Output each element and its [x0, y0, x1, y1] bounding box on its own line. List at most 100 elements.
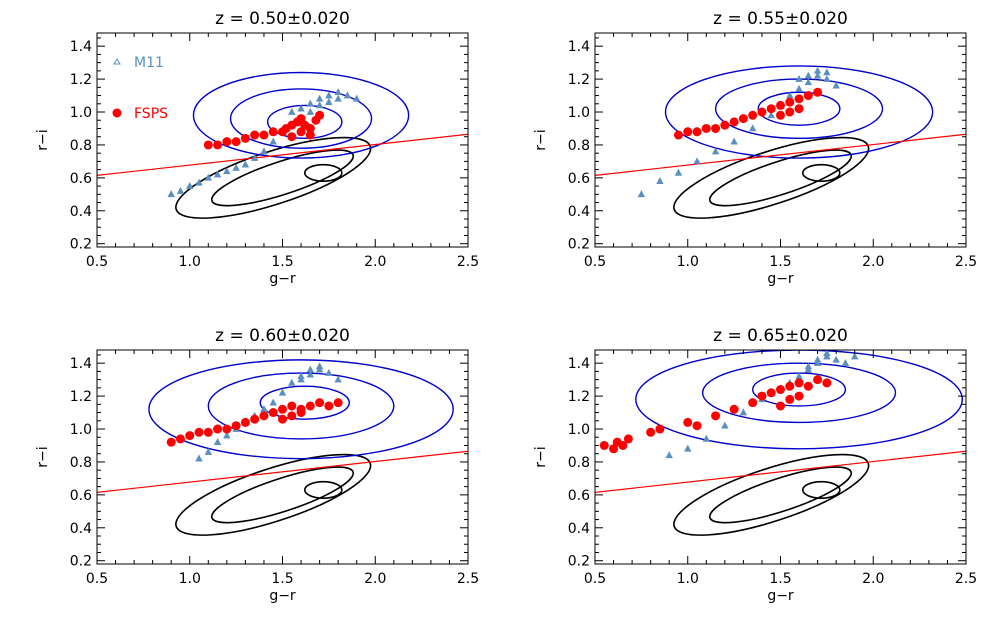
x-tick-label: 2.0 [364, 254, 386, 270]
y-tick-label: 1.2 [568, 72, 590, 88]
m11-point [325, 98, 333, 105]
y-tick-label: 1.0 [568, 105, 590, 121]
y-tick-label: 1.0 [70, 105, 92, 121]
m11-point [315, 94, 324, 102]
fsps-point [231, 421, 241, 431]
m11-point [850, 352, 859, 360]
m11-point [823, 350, 831, 357]
m11-point [823, 74, 831, 82]
contour-blue-3 [266, 104, 343, 140]
x-tick-label: 1.5 [271, 571, 293, 587]
fsps-point [785, 381, 795, 391]
x-axis-label: g−r [767, 271, 794, 287]
contour-blue-2 [701, 362, 897, 424]
fsps-point [203, 140, 213, 150]
m11-point [278, 388, 287, 396]
x-tick-label: 1.0 [179, 254, 201, 270]
legend: M11 FSPS [112, 55, 168, 122]
fsps-point [222, 424, 232, 434]
x-tick-label: 2.5 [955, 254, 977, 270]
panel-2: 0.5 1.0 1.5 2.0 2.5 0.2 0.4 0.6 0.8 1.0 1.2 1.4 z = … [533, 9, 977, 287]
fsps-point [813, 375, 823, 385]
m11-point [767, 111, 775, 119]
fsps-point [692, 127, 702, 137]
y-tick-label: 0.6 [568, 488, 590, 504]
fsps-point [203, 427, 213, 437]
plot-area [97, 359, 468, 536]
contour-black-2 [210, 149, 355, 207]
fsps-point [305, 123, 315, 133]
y-axis-label: r−i [533, 129, 549, 150]
x-tick-label: 0.5 [584, 254, 606, 270]
y-tick-label: 0.8 [70, 138, 92, 154]
fsps-point [166, 437, 176, 447]
fsps-point [683, 417, 693, 427]
x-tick-label: 1.5 [769, 571, 791, 587]
x-tick-label: 2.0 [364, 571, 386, 587]
m11-point [795, 74, 803, 82]
y-tick-label: 0.2 [568, 554, 590, 570]
legend-fsps-marker [112, 108, 122, 118]
fsps-point [231, 137, 241, 147]
contour-black-1 [673, 136, 870, 219]
y-tick-label: 0.8 [568, 138, 590, 154]
fsps-point [729, 404, 739, 414]
fsps-point [296, 114, 306, 124]
y-tick-label: 0.2 [568, 237, 590, 253]
x-tick-label: 1.5 [769, 254, 791, 270]
y-tick-label: 0.2 [70, 237, 92, 253]
fsps-point [729, 117, 739, 127]
fsps-point [683, 127, 693, 137]
fsps-point [259, 130, 269, 140]
y-axis-label: r−i [35, 129, 51, 150]
m11-point [813, 355, 822, 363]
m11-point [693, 157, 701, 165]
fsps-point [194, 427, 204, 437]
fsps-point [268, 127, 278, 137]
y-tick-label: 1.0 [568, 422, 590, 438]
m11-point [702, 434, 711, 442]
fsps-point [278, 414, 287, 424]
fsps-point [296, 408, 306, 418]
m11-point [204, 447, 212, 455]
m11-point [186, 181, 194, 189]
x-tick-label: 0.5 [584, 571, 606, 587]
y-tick-label: 0.8 [70, 455, 92, 471]
x-tick-label: 1.0 [677, 254, 699, 270]
m11-point [315, 101, 324, 109]
m11-point [213, 438, 222, 445]
fsps-point [315, 398, 325, 408]
fsps-point [259, 411, 269, 421]
m11-point [250, 153, 259, 161]
m11-point [241, 160, 250, 168]
m11-point [325, 91, 333, 99]
panel-title: z = 0.55±0.020 [713, 9, 848, 29]
plot-area [595, 350, 966, 536]
m11-point [804, 362, 813, 370]
fsps-point [692, 421, 702, 431]
x-tick-label: 2.0 [862, 254, 884, 270]
plot-area [595, 65, 966, 219]
fsps-point [305, 401, 315, 411]
m11-point [213, 170, 222, 178]
fsps-point [794, 391, 804, 401]
m11-point [665, 451, 673, 459]
y-tick-label: 1.4 [70, 356, 92, 372]
y-tick-label: 0.4 [568, 521, 590, 537]
legend-m11-marker [113, 58, 121, 65]
panel-3: 0.5 1.0 1.5 2.0 2.5 0.2 0.4 0.6 0.8 1.0 1.2 1.4 z = … [35, 326, 479, 604]
fsps-point [185, 431, 195, 441]
y-tick-label: 0.2 [70, 554, 92, 570]
legend-fsps-label: FSPS [134, 106, 168, 122]
m11-point [334, 375, 342, 383]
fsps-point [776, 401, 785, 411]
fsps-point [813, 87, 823, 97]
fsps-point [287, 411, 297, 421]
fsps-point [738, 114, 748, 124]
x-tick-label: 2.5 [457, 571, 479, 587]
x-tick-label: 0.5 [86, 571, 108, 587]
fsps-point [766, 104, 776, 114]
fsps-point [333, 398, 343, 408]
x-tick-label: 2.0 [862, 571, 884, 587]
